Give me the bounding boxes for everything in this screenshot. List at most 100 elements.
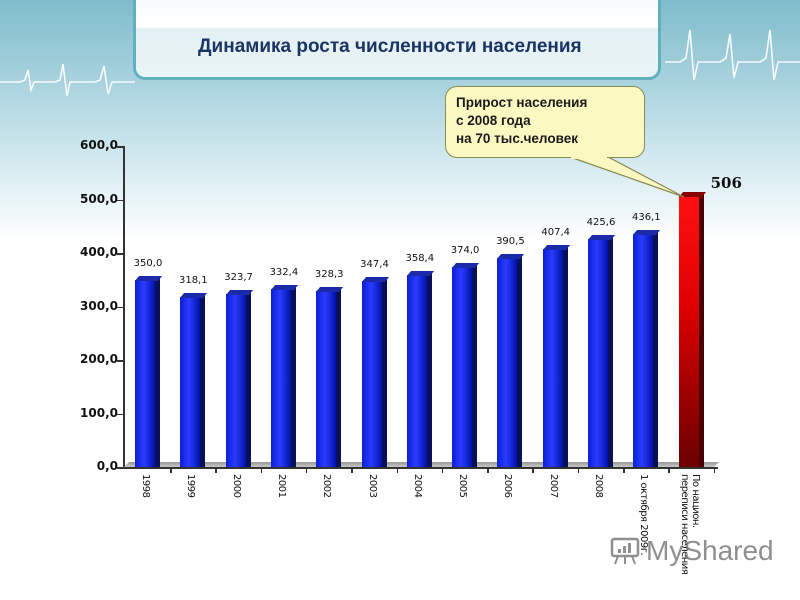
x-tick-label: 1999 — [185, 474, 197, 498]
x-tick-label: 2001 — [275, 474, 287, 498]
bar-side-face — [245, 289, 251, 467]
value-label: 436,1 — [631, 211, 661, 223]
x-tick-label: 2000 — [230, 474, 242, 498]
y-tick-mark — [117, 360, 124, 362]
bar-side-face — [472, 262, 478, 467]
value-label: 350,0 — [133, 257, 163, 269]
y-tick-label: 400,0 — [80, 245, 118, 259]
bar-2005 — [451, 262, 480, 467]
bar-top-face — [361, 277, 389, 283]
bar-top-face — [316, 287, 344, 293]
bar-front-face — [180, 296, 201, 467]
bar-1999 — [180, 292, 208, 467]
bar-side-face — [653, 229, 659, 467]
bar-top-face — [451, 262, 480, 268]
x-tick-mark — [668, 467, 670, 473]
y-tick-mark — [117, 467, 124, 469]
bar-front-face — [270, 289, 291, 467]
x-tick-label: 2008 — [593, 474, 604, 498]
y-tick-label: 500,0 — [80, 191, 118, 206]
value-label: 390,5 — [496, 236, 525, 248]
bar-side-face — [336, 287, 342, 467]
bar-census — [678, 192, 706, 467]
x-tick-label: 2002 — [321, 474, 333, 498]
bar-front-face — [135, 279, 155, 467]
x-tick-mark — [170, 467, 172, 473]
x-tick-label: 1998 — [140, 474, 151, 498]
bar-side-face — [426, 271, 432, 467]
x-tick-label: 2006 — [502, 474, 514, 498]
x-tick-mark — [305, 467, 308, 473]
bar-front-face — [678, 196, 699, 467]
x-tick-label: 2003 — [366, 474, 378, 498]
x-tick-mark — [441, 467, 444, 473]
bar-2007 — [542, 245, 570, 467]
y-tick-mark — [117, 306, 124, 308]
ecg-line-decoration — [0, 29, 800, 97]
presentation-chart-icon — [610, 537, 640, 565]
x-tick-mark — [713, 467, 716, 473]
bar-1998 — [134, 275, 163, 467]
value-label: 318,1 — [178, 274, 208, 286]
bar-side-face — [381, 277, 387, 467]
bar-front-face — [225, 293, 246, 467]
bar-2002 — [316, 287, 344, 467]
callout-pointer-joint — [571, 156, 607, 159]
bar-1 октября 2009г. — [633, 229, 661, 467]
watermark: MyShared — [608, 535, 774, 567]
value-label: 323,7 — [224, 271, 253, 283]
bar-top-face — [225, 289, 253, 295]
bar-top-face — [497, 254, 525, 260]
y-tick-mark — [117, 146, 124, 148]
callout-line-2: с 2008 года — [456, 113, 531, 128]
value-label: 374,0 — [450, 244, 480, 256]
bar-front-face — [452, 266, 473, 467]
bar-side-face — [290, 285, 296, 467]
callout-line-3: на 70 тыс.человек — [456, 131, 578, 146]
bar-front-face — [406, 275, 427, 467]
bar-2008 — [587, 235, 616, 467]
x-tick-label: 2007 — [547, 474, 559, 498]
x-tick-mark — [623, 467, 625, 473]
value-label: 425,6 — [586, 217, 616, 229]
value-label: 358,4 — [405, 253, 435, 265]
bar-top-face — [587, 235, 616, 241]
bar-2001 — [270, 285, 298, 467]
bar-2004 — [406, 271, 434, 467]
x-tick-mark — [577, 467, 580, 473]
bar-front-face — [633, 233, 654, 467]
value-label: 328,3 — [314, 269, 344, 281]
y-tick-label: 100,0 — [80, 405, 118, 420]
bar-front-face — [316, 291, 337, 467]
bar-top-face — [542, 245, 570, 251]
x-axis-line — [123, 467, 718, 469]
bar-top-face — [134, 275, 163, 281]
y-tick-label: 600,0 — [80, 138, 118, 152]
slide-title: Динамика роста численности населения — [198, 36, 582, 57]
x-tick-mark — [487, 467, 489, 473]
bar-side-face — [517, 254, 523, 467]
callout-line-1: Прирост населения — [456, 95, 588, 110]
value-label-census: 506 — [710, 174, 742, 193]
x-tick-mark — [215, 467, 217, 473]
value-label: 347,4 — [360, 259, 389, 271]
bar-top-face — [633, 229, 661, 235]
y-tick-mark — [117, 253, 124, 255]
bar-2000 — [225, 289, 253, 467]
bar-side-face — [200, 292, 206, 467]
value-label: 332,4 — [269, 267, 299, 279]
bar-2006 — [497, 254, 525, 467]
bar-front-face — [361, 281, 382, 467]
x-tick-mark — [260, 467, 263, 473]
y-tick-mark — [117, 413, 124, 415]
bar-top-face — [406, 271, 434, 277]
callout-box: Прирост населения с 2008 года на 70 тыс.… — [445, 86, 645, 158]
bar-side-face — [562, 245, 568, 467]
title-panel — [133, 0, 661, 80]
x-tick-label: 2005 — [457, 474, 469, 498]
bar-top-face — [270, 285, 298, 291]
x-tick-mark — [532, 467, 534, 473]
bar-2003 — [361, 277, 389, 467]
x-tick-mark — [351, 467, 353, 473]
